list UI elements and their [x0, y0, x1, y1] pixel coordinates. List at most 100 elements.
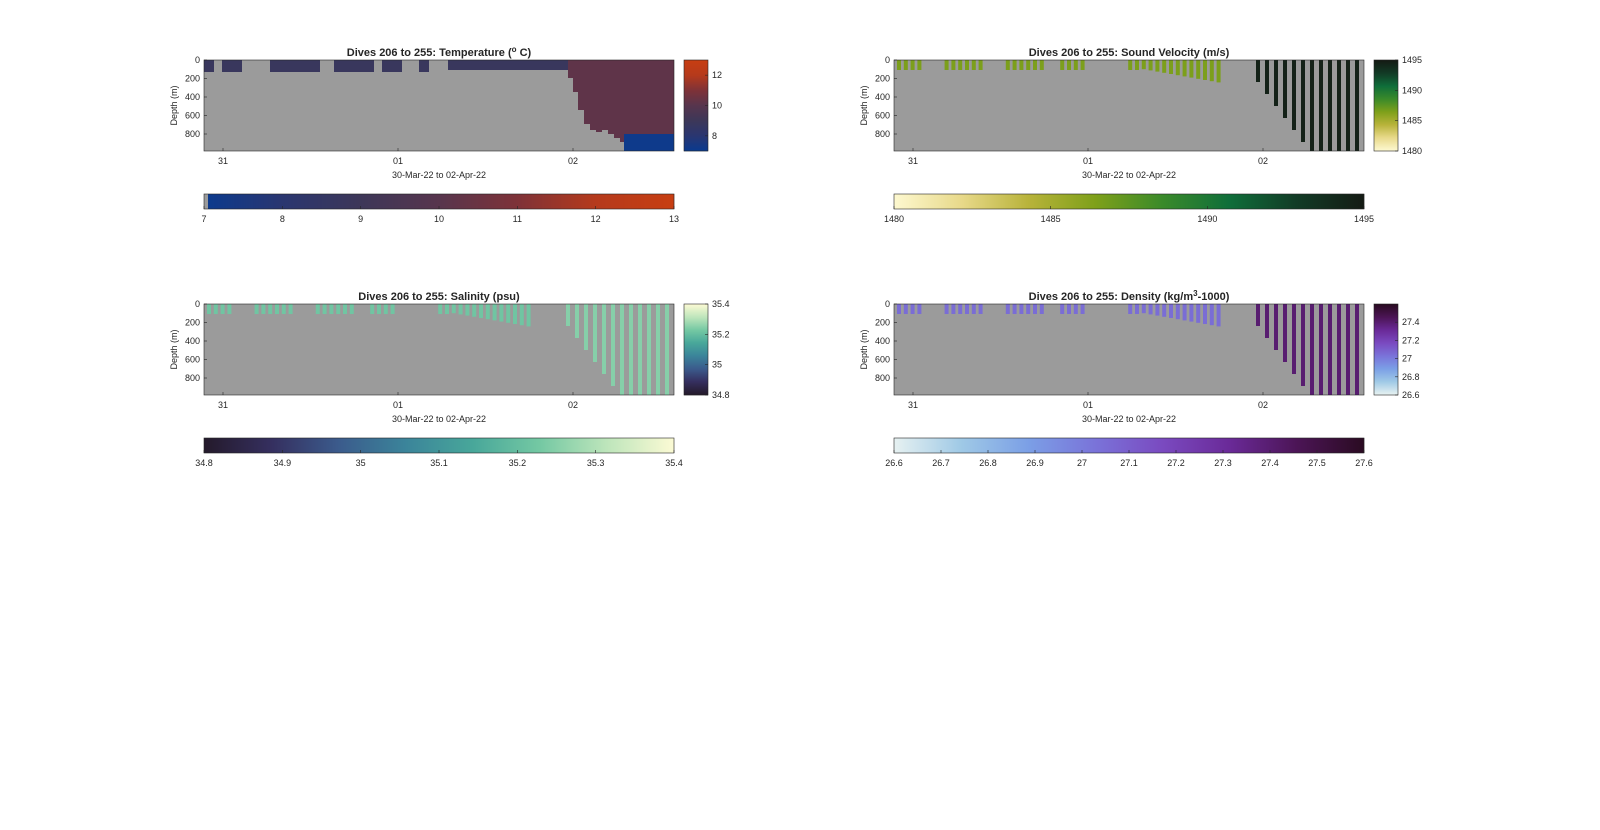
bottom-colorbar-swatch — [1042, 194, 1044, 209]
bottom-colorbar-swatch — [562, 438, 564, 453]
bottom-colorbar-swatch — [1328, 194, 1330, 209]
bottom-colorbar-swatch — [538, 194, 540, 209]
side-colorbar-swatch — [1374, 62, 1398, 64]
bottom-colorbar-swatch — [651, 194, 653, 209]
bottom-colorbar-swatch — [976, 438, 978, 453]
bottom-colorbar-swatch — [1156, 194, 1158, 209]
bottom-colorbar-swatch — [559, 194, 561, 209]
bottom-colorbar-swatch — [1355, 438, 1357, 453]
data-cell — [1067, 60, 1071, 70]
bottom-colorbar-swatch — [369, 438, 371, 453]
bottom-colorbar-swatch — [394, 438, 396, 453]
bottom-colorbar-swatch — [463, 438, 465, 453]
bottom-colorbar-swatch — [1314, 194, 1316, 209]
bottom-colorbar-swatch — [976, 194, 978, 209]
data-cell — [270, 60, 320, 72]
bottom-colorbar-swatch — [276, 194, 278, 209]
bottom-colorbar-swatch — [206, 438, 208, 453]
bottom-colorbar-swatch — [429, 194, 431, 209]
bottom-colorbar-swatch — [918, 194, 920, 209]
bottom-colorbar-swatch — [1070, 438, 1072, 453]
bottom-colorbar-swatch — [631, 438, 633, 453]
data-cell — [910, 304, 915, 314]
bottom-colorbar-swatch — [238, 194, 240, 209]
bottom-colorbar-swatch — [336, 194, 338, 209]
bottom-colorbar-swatch — [1002, 438, 1004, 453]
bottom-colorbar-swatch — [1126, 438, 1128, 453]
data-cell — [1019, 304, 1024, 314]
bottom-colorbar-swatch — [453, 194, 455, 209]
data-cell — [1128, 60, 1133, 70]
bottom-colorbar-swatch — [1044, 438, 1046, 453]
bottom-colorbar-swatch — [1226, 194, 1228, 209]
side-colorbar-swatch — [684, 394, 708, 396]
side-colorbar-swatch — [684, 102, 708, 104]
bottom-colorbar-swatch — [1218, 194, 1220, 209]
bottom-colorbar-swatch — [530, 438, 532, 453]
bottom-colorbar-swatch — [231, 194, 233, 209]
side-colorbar-swatch — [1374, 116, 1398, 118]
bottom-colorbar-swatch — [1109, 194, 1111, 209]
bottom-colorbar-swatch — [992, 194, 994, 209]
bottom-colorbar-swatch — [1120, 438, 1122, 453]
panel-0: Dives 206 to 255: Temperature (o C)02004… — [169, 45, 722, 224]
bottom-colorbar-swatch — [1155, 194, 1157, 209]
bottom-colorbar-swatch — [384, 438, 386, 453]
bottom-colorbar-swatch — [1117, 194, 1119, 209]
bottom-colorbar-swatch — [367, 438, 369, 453]
bottom-colorbar-swatch — [1244, 194, 1246, 209]
bottom-colorbar-swatch — [634, 438, 636, 453]
data-cell — [1012, 60, 1017, 70]
bottom-colorbar-swatch — [1091, 438, 1093, 453]
bottom-colorbar-swatch — [603, 194, 605, 209]
bottom-colorbar-swatch — [1023, 194, 1025, 209]
bottom-colorbar-swatch — [936, 438, 938, 453]
bottom-colorbar-swatch — [1172, 194, 1174, 209]
bottom-colorbar-swatch — [1195, 194, 1197, 209]
bottom-colorbar-swatch — [487, 194, 489, 209]
side-colorbar-swatch — [1374, 322, 1398, 324]
bottom-colorbar-swatch — [239, 438, 241, 453]
bottom-colorbar-swatch — [411, 438, 413, 453]
bottom-colorbar-swatch — [342, 438, 344, 453]
bottom-colorbar-swatch — [546, 438, 548, 453]
bottom-colorbar-swatch — [1338, 438, 1340, 453]
bottom-colorbar-swatch — [393, 194, 395, 209]
bottom-colorbar-swatch — [580, 438, 582, 453]
bottom-colorbar-swatch — [894, 438, 896, 453]
bottom-colorbar-swatch — [622, 194, 624, 209]
bottom-colorbar-swatch — [534, 194, 536, 209]
bottom-colorbar-swatch — [296, 194, 298, 209]
bottom-colorbar-swatch — [516, 438, 518, 453]
side-colorbar-swatch — [684, 306, 708, 308]
side-colorbar-swatch — [684, 98, 708, 100]
bottom-colorbar-swatch — [987, 194, 989, 209]
side-colorbar-swatch — [1374, 360, 1398, 362]
bottom-colorbar-swatch — [468, 194, 470, 209]
bottom-colorbar-swatch — [1332, 194, 1334, 209]
bottom-colorbar-swatch — [1043, 438, 1045, 453]
bottom-colorbar-swatch — [297, 194, 299, 209]
bottom-colorbar-swatch — [989, 438, 991, 453]
bottom-colorbar-swatch — [1243, 438, 1245, 453]
bottom-colorbar-swatch — [508, 194, 510, 209]
bottom-colorbar-swatch — [568, 438, 570, 453]
bottom-colorbar-swatch — [1029, 438, 1031, 453]
bottom-colorbar-swatch — [1261, 194, 1263, 209]
bottom-colorbar-swatch — [1334, 438, 1336, 453]
bottom-colorbar-swatch — [1254, 194, 1256, 209]
bottom-colorbar-swatch — [1038, 194, 1040, 209]
side-colorbar-swatch — [1374, 140, 1398, 142]
bottom-colorbar-swatch — [1311, 438, 1313, 453]
bottom-colorbar-swatch — [645, 438, 647, 453]
side-colorbar-tick-label: 34.8 — [712, 390, 730, 400]
bottom-colorbar-swatch — [1337, 438, 1339, 453]
bottom-colorbar-swatch — [434, 194, 436, 209]
bottom-colorbar-swatch — [1320, 438, 1322, 453]
bottom-colorbar-swatch — [521, 194, 523, 209]
bottom-colorbar-swatch — [239, 194, 241, 209]
bottom-colorbar-swatch — [474, 194, 476, 209]
side-colorbar-swatch — [1374, 124, 1398, 126]
bottom-colorbar-swatch — [330, 438, 332, 453]
bottom-colorbar-swatch — [519, 194, 521, 209]
